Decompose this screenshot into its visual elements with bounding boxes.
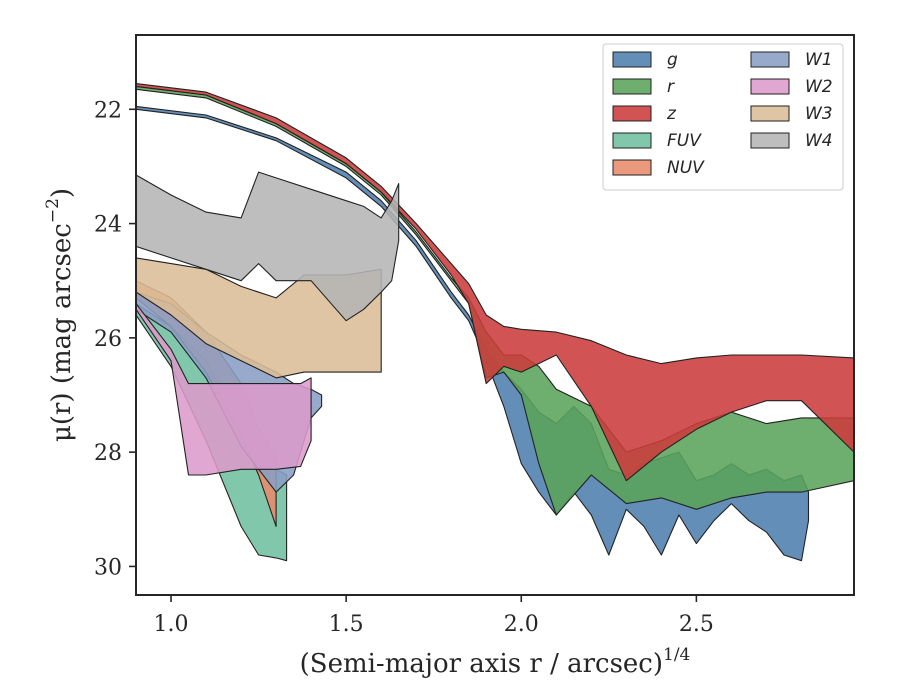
legend-swatch-fuv (612, 132, 652, 149)
y-tick-label: 30 (94, 555, 122, 580)
legend-swatch-w4 (750, 132, 790, 149)
y-tick-label: 26 (94, 327, 122, 352)
legend-label-w4: W4 (805, 131, 833, 151)
y-tick-label: 22 (94, 98, 122, 123)
x-tick-label: 2.0 (504, 612, 539, 637)
x-tick-label: 1.0 (154, 612, 189, 637)
legend-label-nuv: NUV (667, 158, 705, 178)
legend-label-w2: W2 (805, 77, 833, 97)
tick-layer: 1.0 1.5 2.0 2.5 22 24 26 28 30 (94, 98, 714, 637)
legend: grz FUV NUV W1 W2 W3 W4 (602, 43, 844, 191)
plot-frame (135, 34, 855, 596)
x-tick-label: 2.5 (679, 612, 714, 637)
legend-label-w3: W3 (805, 104, 833, 124)
legend-swatch-g (612, 51, 652, 68)
x-axis-label: (Semi-major axis r / arcsec)1/4 (300, 645, 691, 679)
y-axis-label-close: ) (47, 188, 77, 198)
legend-label-fuv: FUV (667, 131, 702, 151)
legend-label-w1: W1 (805, 50, 833, 70)
y-tick-label: 28 (94, 441, 122, 466)
legend-swatch-w2 (750, 78, 790, 95)
legend-swatch-r (612, 78, 652, 95)
x-axis-label-exponent: 1/4 (663, 645, 690, 665)
y-axis-label: μ(r) (mag arcsec−2) (43, 188, 77, 442)
series-band-w4 (136, 171, 400, 322)
legend-swatch-w3 (750, 105, 790, 122)
x-tick-label: 1.5 (329, 612, 364, 637)
series-layer (136, 83, 854, 562)
legend-swatch-z (612, 105, 652, 122)
legend-label-g: g (667, 50, 678, 70)
series-band-z (136, 83, 854, 482)
legend-label-r: r (667, 77, 675, 97)
legend-swatch-nuv (612, 159, 652, 176)
y-axis-label-exponent: −2 (43, 198, 63, 223)
legend-swatch-w1 (750, 51, 790, 68)
legend-label-z: z (666, 104, 677, 124)
y-tick-label: 24 (94, 213, 122, 238)
series-band-w2 (136, 303, 312, 476)
